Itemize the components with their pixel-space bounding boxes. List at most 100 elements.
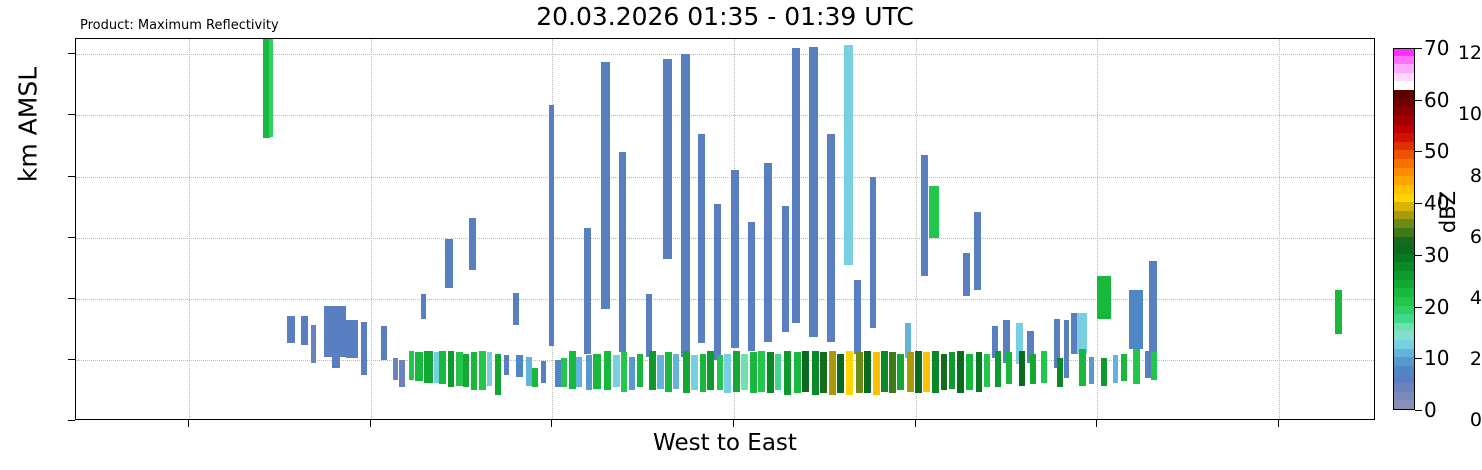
colorbar-tick-mark (1415, 203, 1422, 205)
colorbar-segment (1394, 330, 1414, 341)
colorbar-segment (1394, 149, 1414, 160)
colorbar-segment (1394, 49, 1414, 56)
heatmap-cell (576, 356, 582, 388)
heatmap-cell (717, 355, 723, 391)
heatmap-cell (332, 306, 340, 368)
heatmap-cell (724, 353, 731, 394)
heatmap-cell (456, 352, 463, 386)
heatmap-cell (864, 350, 871, 394)
reflectivity-heatmap (76, 39, 1374, 419)
heatmap-cell (1151, 352, 1157, 380)
heatmap-cell (463, 353, 469, 388)
heatmap-cell (1133, 349, 1140, 385)
heatmap-cell (532, 367, 538, 388)
heatmap-cell (637, 353, 643, 388)
colorbar-segment (1394, 365, 1414, 375)
colorbar-segment (1394, 218, 1414, 228)
heatmap-cell (584, 228, 591, 354)
heatmap-cell (381, 326, 387, 360)
gridline-horizontal (76, 115, 1374, 117)
gridline-horizontal (76, 298, 1374, 300)
heatmap-cell (873, 352, 880, 396)
heatmap-cell (1057, 358, 1063, 388)
heatmap-cell (681, 54, 690, 357)
heatmap-cell (424, 350, 433, 383)
colorbar-tick-mark (1415, 410, 1422, 411)
y-tick-mark (68, 114, 75, 116)
heatmap-cell (549, 104, 554, 347)
heatmap-cell (1077, 312, 1087, 354)
x-tick-mark (551, 420, 552, 427)
colorbar-gradient (1393, 48, 1415, 410)
colorbar-segment (1394, 72, 1414, 82)
y-tick-label: 12 (1457, 42, 1482, 65)
heatmap-cell (1097, 275, 1111, 319)
colorbar-segment (1394, 89, 1414, 99)
heatmap-cell (1149, 260, 1157, 354)
heatmap-cell (775, 353, 781, 391)
heatmap-cell (487, 352, 492, 386)
y-tick-label: 0 (1469, 409, 1482, 431)
heatmap-cell (409, 350, 414, 380)
heatmap-cell (758, 350, 765, 392)
heatmap-cell (949, 352, 955, 389)
heatmap-cell (665, 352, 672, 392)
heatmap-cell (1089, 356, 1094, 385)
heatmap-cell (541, 361, 546, 383)
colorbar-tick-mark (1415, 48, 1422, 49)
heatmap-cell (346, 320, 358, 359)
x-tick-mark (188, 420, 189, 427)
heatmap-cell (593, 353, 601, 389)
heatmap-cell (794, 352, 801, 394)
colorbar-tick-label: 70 (1424, 36, 1450, 60)
gridline-horizontal (76, 54, 1374, 56)
heatmap-cell (604, 350, 611, 391)
heatmap-cell (984, 353, 990, 388)
heatmap-cell (1006, 352, 1012, 385)
colorbar-tick-label: 10 (1424, 346, 1450, 371)
plot-area (75, 38, 1375, 420)
heatmap-cell (439, 350, 446, 385)
x-tick-mark (370, 420, 371, 427)
heatmap-cell (923, 352, 930, 392)
heatmap-cell (837, 353, 844, 394)
colorbar-tick-mark (1415, 254, 1422, 256)
heatmap-cell (748, 222, 755, 351)
heatmap-cell (361, 321, 367, 376)
colorbar-segment (1394, 304, 1414, 315)
colorbar-tick-label: 40 (1424, 191, 1450, 216)
heatmap-cell (1145, 350, 1151, 379)
heatmap-cell (415, 352, 423, 382)
colorbar-segment (1394, 132, 1414, 142)
colorbar-tick-mark (1415, 99, 1422, 101)
heatmap-cell (434, 352, 439, 383)
gridline-vertical (916, 39, 917, 419)
heatmap-cell (513, 292, 519, 325)
gridline-vertical (1097, 39, 1098, 419)
colorbar-segment (1394, 296, 1414, 306)
heatmap-cell (1335, 289, 1342, 334)
heatmap-cell (673, 353, 679, 389)
heatmap-cell (829, 350, 836, 395)
heatmap-cell (731, 170, 739, 348)
heatmap-cell (995, 350, 1001, 388)
colorbar-segment (1394, 123, 1414, 134)
heatmap-cell (921, 155, 928, 276)
heatmap-cell (1113, 355, 1118, 383)
heatmap-cell (691, 355, 698, 391)
heatmap-cell (263, 39, 270, 139)
heatmap-cell (907, 352, 914, 392)
heatmap-cell (856, 352, 863, 394)
colorbar-title: dBZ (1436, 190, 1460, 234)
colorbar-segment (1394, 184, 1414, 194)
heatmap-cell (782, 205, 789, 333)
heatmap-cell (1129, 289, 1143, 350)
colorbar-segment (1394, 192, 1414, 203)
colorbar-tick-mark (1415, 358, 1422, 360)
gridline-vertical (1279, 39, 1280, 419)
heatmap-cell (941, 353, 947, 391)
colorbar-segment (1394, 261, 1414, 272)
heatmap-cell (733, 350, 740, 392)
heatmap-cell (714, 204, 721, 360)
